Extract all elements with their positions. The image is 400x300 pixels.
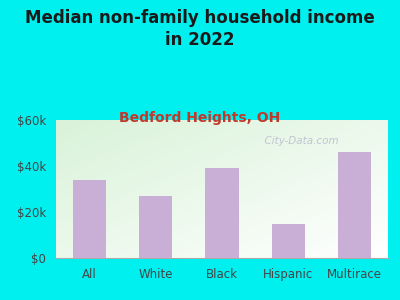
Bar [206, 168, 238, 258]
Bar [139, 196, 172, 258]
Text: Bedford Heights, OH: Bedford Heights, OH [119, 111, 281, 125]
Text: City-Data.com: City-Data.com [258, 136, 339, 146]
Text: Median non-family household income
in 2022: Median non-family household income in 20… [25, 9, 375, 49]
Bar [272, 224, 305, 258]
Bar [338, 152, 372, 258]
Bar [73, 180, 106, 258]
